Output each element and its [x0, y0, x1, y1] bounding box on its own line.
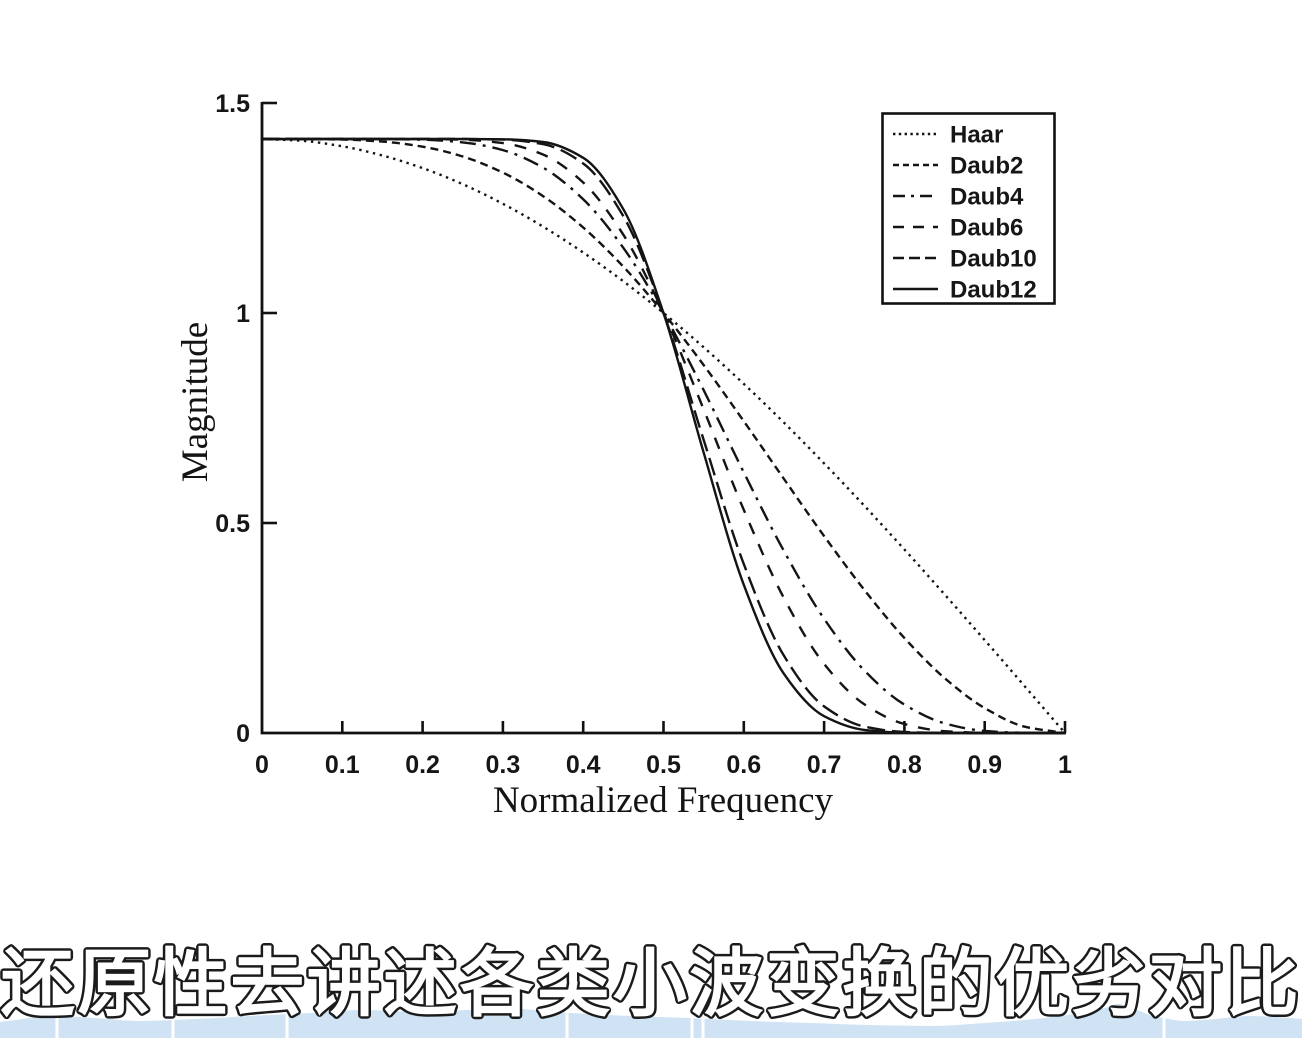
legend-entry-daub12: Daub12	[950, 276, 1037, 303]
x-tick-label: 0.4	[566, 751, 601, 779]
plot-area: 0 0.1 0.2 0.3 0.4 0.5 0.6 0.7 0.8 0.9 1 0 0.5 1 1.5 Haa…	[0, 90, 1302, 1038]
legend-entry-daub2: Daub2	[950, 152, 1023, 179]
subtitle-text: 还原性去讲述各类小波变换的优劣对比	[1, 941, 1302, 1027]
x-tick-label: 1	[1058, 751, 1072, 779]
x-tick-label: 0.2	[405, 751, 440, 779]
y-tick-label: 1.5	[215, 90, 250, 118]
x-tick-label: 0	[255, 751, 269, 779]
curve-daub12	[262, 137, 1065, 735]
legend-entry-haar: Haar	[950, 121, 1003, 148]
x-tick-label: 0.8	[887, 751, 922, 779]
x-tick-label: 0.7	[807, 751, 842, 779]
x-tick-label: 0.6	[726, 751, 761, 779]
x-tick-label: 0.5	[646, 751, 681, 779]
legend-entry-daub4: Daub4	[950, 183, 1024, 210]
y-tick-label: 0.5	[215, 510, 250, 538]
legend-entry-daub6: Daub6	[950, 214, 1023, 241]
x-tick-label: 0.3	[486, 751, 521, 779]
y-tick-label: 1	[236, 300, 250, 328]
legend-box	[881, 112, 1056, 305]
audio-waveform	[0, 1004, 1302, 1038]
curve-haar	[261, 137, 1066, 734]
y-axis-title: Magnitude	[175, 322, 216, 482]
x-tick-label: 0.1	[325, 751, 360, 779]
x-tick-label: 0.9	[967, 751, 1002, 779]
x-axis-title: Normalized Frequency	[493, 780, 834, 821]
curve-daub2	[261, 137, 1066, 735]
legend: Haar Daub2 Daub4 Daub6 Daub10 Daub12	[881, 112, 1056, 305]
legend-entry-daub10: Daub10	[950, 245, 1037, 272]
y-tick-label: 0	[236, 720, 250, 748]
